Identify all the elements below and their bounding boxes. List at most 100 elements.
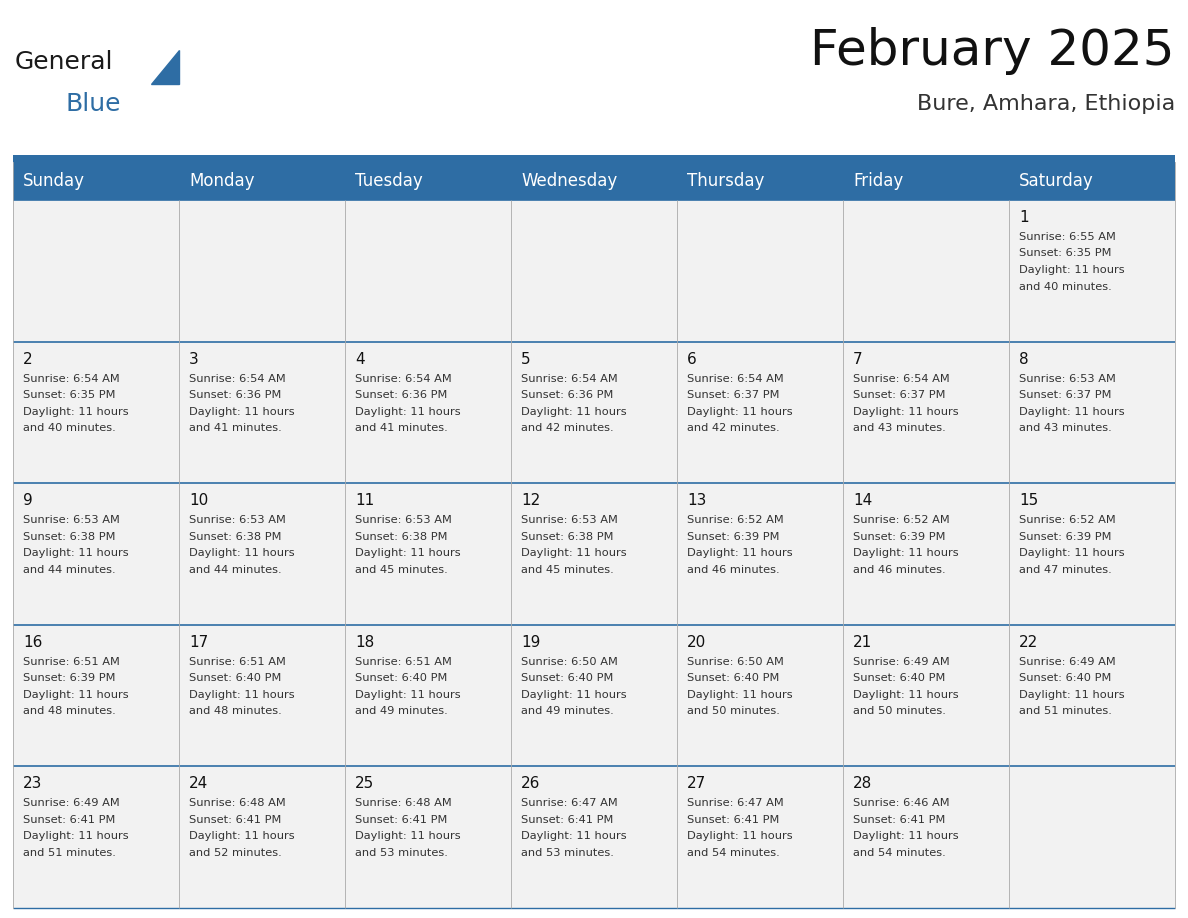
Text: Daylight: 11 hours: Daylight: 11 hours: [355, 407, 461, 417]
Text: Bure, Amhara, Ethiopia: Bure, Amhara, Ethiopia: [917, 94, 1175, 114]
Text: Sunrise: 6:51 AM: Sunrise: 6:51 AM: [23, 656, 120, 666]
Text: Daylight: 11 hours: Daylight: 11 hours: [522, 548, 626, 558]
Text: and 54 minutes.: and 54 minutes.: [853, 848, 946, 858]
Text: Sunrise: 6:53 AM: Sunrise: 6:53 AM: [522, 515, 618, 525]
Bar: [179, 625, 345, 767]
Text: Sunrise: 6:53 AM: Sunrise: 6:53 AM: [23, 515, 120, 525]
Text: 27: 27: [687, 777, 706, 791]
Bar: [843, 767, 1009, 908]
Bar: [677, 341, 843, 483]
Text: 21: 21: [853, 635, 872, 650]
Bar: [677, 625, 843, 767]
Bar: [179, 767, 345, 908]
Text: Blue: Blue: [65, 92, 120, 116]
Text: 20: 20: [687, 635, 706, 650]
Text: Daylight: 11 hours: Daylight: 11 hours: [687, 407, 792, 417]
Text: Sunset: 6:38 PM: Sunset: 6:38 PM: [355, 532, 448, 542]
Text: Sunset: 6:39 PM: Sunset: 6:39 PM: [23, 673, 115, 683]
Text: Sunrise: 6:48 AM: Sunrise: 6:48 AM: [355, 799, 451, 809]
Bar: [677, 483, 843, 625]
Text: Sunset: 6:39 PM: Sunset: 6:39 PM: [853, 532, 946, 542]
Text: Sunset: 6:37 PM: Sunset: 6:37 PM: [687, 390, 779, 400]
Text: Sunset: 6:40 PM: Sunset: 6:40 PM: [853, 673, 946, 683]
Text: 2: 2: [23, 352, 32, 366]
Polygon shape: [151, 50, 179, 84]
Text: and 41 minutes.: and 41 minutes.: [189, 423, 282, 433]
Text: 9: 9: [23, 493, 33, 509]
Bar: [13, 155, 1175, 162]
Text: Sunrise: 6:54 AM: Sunrise: 6:54 AM: [23, 374, 120, 384]
Text: Daylight: 11 hours: Daylight: 11 hours: [687, 689, 792, 700]
Text: Sunset: 6:35 PM: Sunset: 6:35 PM: [1019, 249, 1112, 259]
Text: and 53 minutes.: and 53 minutes.: [522, 848, 614, 858]
Text: Sunset: 6:41 PM: Sunset: 6:41 PM: [23, 815, 115, 825]
Text: and 49 minutes.: and 49 minutes.: [522, 706, 614, 716]
Bar: [345, 341, 511, 483]
Text: Sunset: 6:39 PM: Sunset: 6:39 PM: [1019, 532, 1112, 542]
Bar: [511, 200, 677, 341]
Bar: [1009, 767, 1175, 908]
Text: 16: 16: [23, 635, 43, 650]
Bar: [843, 483, 1009, 625]
Text: and 42 minutes.: and 42 minutes.: [687, 423, 779, 433]
Bar: [13, 341, 179, 483]
Text: Daylight: 11 hours: Daylight: 11 hours: [23, 407, 128, 417]
Text: and 43 minutes.: and 43 minutes.: [1019, 423, 1112, 433]
Text: and 43 minutes.: and 43 minutes.: [853, 423, 946, 433]
Bar: [511, 162, 677, 200]
Text: and 47 minutes.: and 47 minutes.: [1019, 565, 1112, 575]
Text: Daylight: 11 hours: Daylight: 11 hours: [853, 832, 959, 842]
Bar: [179, 162, 345, 200]
Text: Daylight: 11 hours: Daylight: 11 hours: [355, 832, 461, 842]
Text: Daylight: 11 hours: Daylight: 11 hours: [355, 689, 461, 700]
Text: Sunset: 6:40 PM: Sunset: 6:40 PM: [522, 673, 613, 683]
Text: Friday: Friday: [853, 172, 903, 190]
Bar: [13, 162, 179, 200]
Text: 18: 18: [355, 635, 374, 650]
Bar: [345, 767, 511, 908]
Text: 6: 6: [687, 352, 696, 366]
Text: Daylight: 11 hours: Daylight: 11 hours: [1019, 265, 1125, 275]
Text: and 54 minutes.: and 54 minutes.: [687, 848, 779, 858]
Text: Sunrise: 6:49 AM: Sunrise: 6:49 AM: [853, 656, 949, 666]
Bar: [1009, 341, 1175, 483]
Text: and 51 minutes.: and 51 minutes.: [23, 848, 116, 858]
Bar: [677, 767, 843, 908]
Text: Sunrise: 6:54 AM: Sunrise: 6:54 AM: [355, 374, 451, 384]
Text: Sunset: 6:38 PM: Sunset: 6:38 PM: [23, 532, 115, 542]
Text: 15: 15: [1019, 493, 1038, 509]
Text: Sunrise: 6:52 AM: Sunrise: 6:52 AM: [853, 515, 949, 525]
Bar: [345, 162, 511, 200]
Text: 10: 10: [189, 493, 208, 509]
Bar: [677, 162, 843, 200]
Bar: [13, 483, 179, 625]
Text: 28: 28: [853, 777, 872, 791]
Text: Sunrise: 6:55 AM: Sunrise: 6:55 AM: [1019, 232, 1116, 242]
Text: Daylight: 11 hours: Daylight: 11 hours: [355, 548, 461, 558]
Text: and 51 minutes.: and 51 minutes.: [1019, 706, 1112, 716]
Text: Daylight: 11 hours: Daylight: 11 hours: [1019, 689, 1125, 700]
Text: Sunset: 6:40 PM: Sunset: 6:40 PM: [355, 673, 448, 683]
Text: Sunrise: 6:47 AM: Sunrise: 6:47 AM: [522, 799, 618, 809]
Text: Sunday: Sunday: [23, 172, 86, 190]
Text: and 40 minutes.: and 40 minutes.: [1019, 282, 1112, 292]
Text: Sunrise: 6:50 AM: Sunrise: 6:50 AM: [522, 656, 618, 666]
Bar: [13, 200, 179, 341]
Text: Sunrise: 6:53 AM: Sunrise: 6:53 AM: [189, 515, 286, 525]
Text: and 50 minutes.: and 50 minutes.: [687, 706, 779, 716]
Text: Daylight: 11 hours: Daylight: 11 hours: [23, 689, 128, 700]
Text: and 46 minutes.: and 46 minutes.: [853, 565, 946, 575]
Text: Sunrise: 6:53 AM: Sunrise: 6:53 AM: [355, 515, 451, 525]
Text: Sunset: 6:41 PM: Sunset: 6:41 PM: [522, 815, 613, 825]
Text: Sunrise: 6:49 AM: Sunrise: 6:49 AM: [1019, 656, 1116, 666]
Bar: [1009, 162, 1175, 200]
Text: Sunrise: 6:54 AM: Sunrise: 6:54 AM: [189, 374, 286, 384]
Text: and 52 minutes.: and 52 minutes.: [189, 848, 282, 858]
Text: and 40 minutes.: and 40 minutes.: [23, 423, 115, 433]
Text: 5: 5: [522, 352, 531, 366]
Text: Thursday: Thursday: [687, 172, 764, 190]
Text: February 2025: February 2025: [810, 27, 1175, 75]
Text: 22: 22: [1019, 635, 1038, 650]
Text: 7: 7: [853, 352, 862, 366]
Bar: [179, 483, 345, 625]
